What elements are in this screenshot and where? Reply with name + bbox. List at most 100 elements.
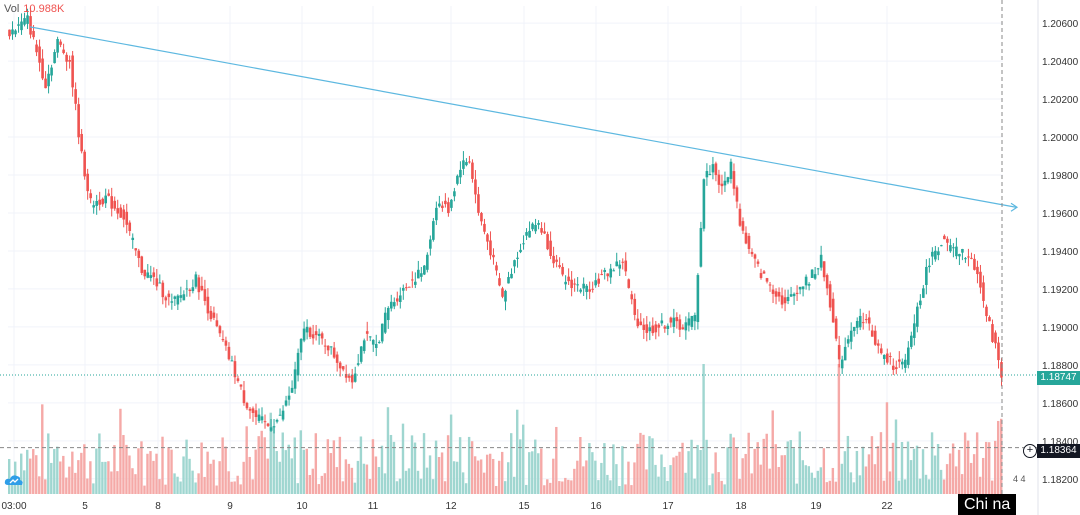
candle-body [931,251,934,257]
candle-body [582,283,585,289]
candle-body [245,402,249,409]
candle-body [858,315,862,328]
candle-body [495,265,498,271]
candle-body [879,348,883,354]
volume-bar [161,436,164,494]
volume-bar [233,481,236,494]
candle-body [371,339,375,345]
candle-body [789,294,793,297]
volume-bar [699,450,702,494]
candle-body [146,272,150,278]
candle-body [134,248,138,251]
candle-body [585,285,588,292]
volume-bar [924,474,928,494]
volume-bar [660,454,663,494]
volume-bar [519,439,522,494]
candle-body [122,209,126,220]
volume-bar [969,462,973,494]
candle-body [882,354,886,359]
candle-body [870,330,874,337]
volume-bar [906,441,910,494]
candle-body [107,193,111,196]
candle-body [284,400,288,406]
volume-bar [846,435,850,494]
volume-bar [972,454,976,494]
volume-bar [242,461,245,494]
volume-bar [903,479,907,494]
candle-body [846,339,850,344]
candle-body [777,291,781,297]
volume-bar [122,435,125,494]
volume-bar [801,460,805,494]
volume-bar [714,452,717,494]
candle-body [979,271,982,288]
y-tick-label: 1.19400 [1042,247,1079,258]
candle-body [567,276,570,282]
candle-body [900,361,904,365]
candle-body [744,232,748,244]
volume-bar [744,453,747,494]
volume-bar [645,469,648,494]
volume-bar [206,451,209,494]
candle-body [843,346,847,361]
volume-bar [747,432,750,494]
candle-body [329,346,333,348]
volume-bar [383,473,387,494]
volume-bar [449,414,453,494]
plus-icon[interactable]: + [1023,444,1037,458]
volume-bar [386,407,390,494]
volume-bar [798,431,801,494]
x-tick-label: 19 [810,501,822,512]
volume-bar [155,453,158,494]
candle-body [8,29,11,37]
candle-body [486,234,489,242]
volume-bar [77,460,80,494]
volume-bar [113,445,116,494]
candle-body [74,89,77,104]
candle-body [468,161,471,163]
volume-bar [248,456,251,494]
candle-body [200,285,204,291]
volume-bar [131,468,134,494]
candle-body [224,340,228,346]
candle-body [344,373,348,378]
volume-bar [80,452,83,494]
candle-body [876,343,880,346]
candle-body [408,286,411,288]
volume-bar [107,461,110,494]
volume-bar [62,455,65,494]
candle-body [651,325,655,334]
candle-body [68,60,71,62]
candle-body [426,254,429,270]
volume-bar [681,442,684,494]
volume-bar [684,472,687,494]
volume-bar [191,470,194,494]
candle-body [257,414,261,421]
volume-bar [960,474,964,494]
candle-body [308,327,312,337]
volume-bar [702,364,705,494]
volume-bar [804,465,808,494]
volume-bar [407,468,411,494]
y-tick-label: 1.18400 [1042,437,1079,448]
candle-body [281,410,285,420]
volume-bar [170,449,173,494]
candle-body [359,346,363,362]
volume-bar [918,478,922,494]
volume-bar [993,440,997,494]
volume-bar [654,464,657,494]
candle-body [645,324,649,333]
candle-body [41,58,44,79]
candle-body [86,173,89,192]
volume-bar [308,474,312,494]
volume-bar [65,477,68,494]
volume-bar [975,432,979,494]
candle-body [714,163,718,176]
volume-bar [540,448,543,494]
volume-bar [987,442,991,494]
volume-bar [320,475,324,494]
candle-body [627,279,631,288]
volume-bar [948,453,952,494]
volume-bar [89,461,92,494]
